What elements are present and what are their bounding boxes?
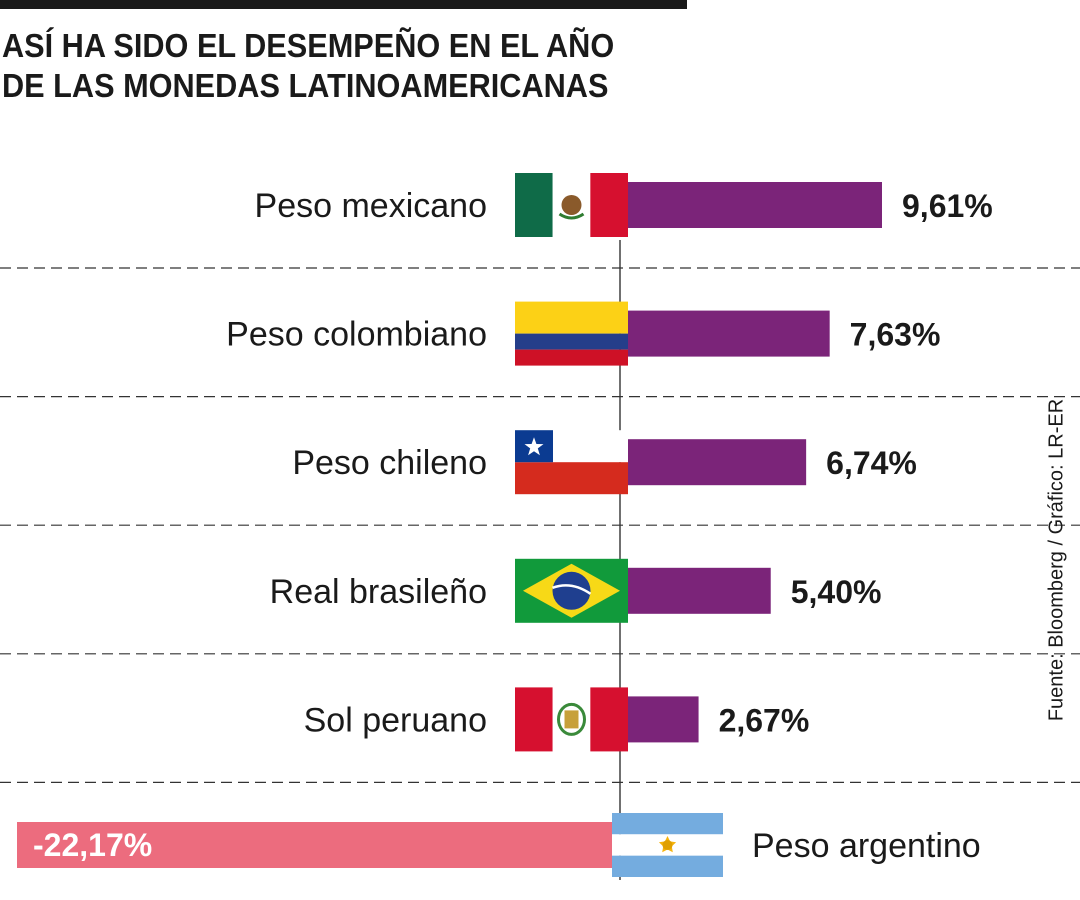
- top-rule: [0, 0, 687, 9]
- mexico-flag: [515, 173, 628, 237]
- value-label: -22,17%: [33, 827, 152, 863]
- value-label: 2,67%: [719, 702, 810, 738]
- colombia-blue-stripe: [515, 333, 628, 350]
- mexico-green-stripe: [515, 173, 553, 237]
- bar-negative: [17, 822, 612, 868]
- category-label: Peso argentino: [752, 827, 981, 865]
- mexico-wreath: [558, 212, 585, 220]
- peru-flag: [515, 687, 628, 752]
- bar: [628, 439, 807, 486]
- argentina-bottom-blue-stripe: [612, 855, 723, 877]
- category-label: Real brasileño: [270, 573, 487, 611]
- argentina-top-blue-stripe: [612, 813, 723, 835]
- value-label: 9,61%: [902, 188, 993, 224]
- mexico-eagle-emblem: [561, 195, 582, 215]
- colombia-flag: [515, 301, 628, 366]
- bar: [628, 182, 882, 228]
- value-label: 6,74%: [826, 445, 917, 481]
- category-label: Peso colombiano: [226, 316, 487, 354]
- category-label: Sol peruano: [304, 701, 487, 739]
- brazil-flag: [515, 558, 628, 623]
- chile-star-icon: [524, 437, 544, 456]
- chile-flag: [515, 430, 628, 495]
- source-note: Fuente: Bloomberg / Gráfico: LR-ER: [1045, 398, 1068, 722]
- brazil-blue-globe: [552, 571, 591, 610]
- argentina-flag: [612, 813, 723, 877]
- category-label: Peso chileno: [292, 444, 487, 482]
- mexico-red-stripe: [590, 173, 628, 237]
- chile-red-band: [515, 462, 628, 495]
- category-label: Peso mexicano: [255, 187, 487, 225]
- colombia-yellow-stripe: [515, 301, 628, 334]
- chart-title: ASÍ HA SIDO EL DESEMPEÑO EN EL AÑO DE LA…: [2, 26, 653, 106]
- value-label: 7,63%: [850, 317, 941, 353]
- bar: [628, 567, 771, 614]
- bar: [628, 696, 699, 743]
- peru-wreath: [557, 702, 586, 736]
- colombia-red-stripe: [515, 349, 628, 366]
- chart-title-line-2: DE LAS MONEDAS LATINOAMERICANAS: [2, 67, 609, 104]
- brazil-motto-band: [552, 584, 592, 595]
- argentina-sun-icon: [662, 840, 673, 850]
- chart-title-line-1: ASÍ HA SIDO EL DESEMPEÑO EN EL AÑO: [2, 27, 615, 64]
- bar: [628, 310, 830, 357]
- peru-red-stripe-right: [590, 687, 628, 752]
- value-label: 5,40%: [791, 574, 882, 610]
- peru-coat-of-arms: [564, 710, 579, 729]
- peru-red-stripe-left: [515, 687, 553, 752]
